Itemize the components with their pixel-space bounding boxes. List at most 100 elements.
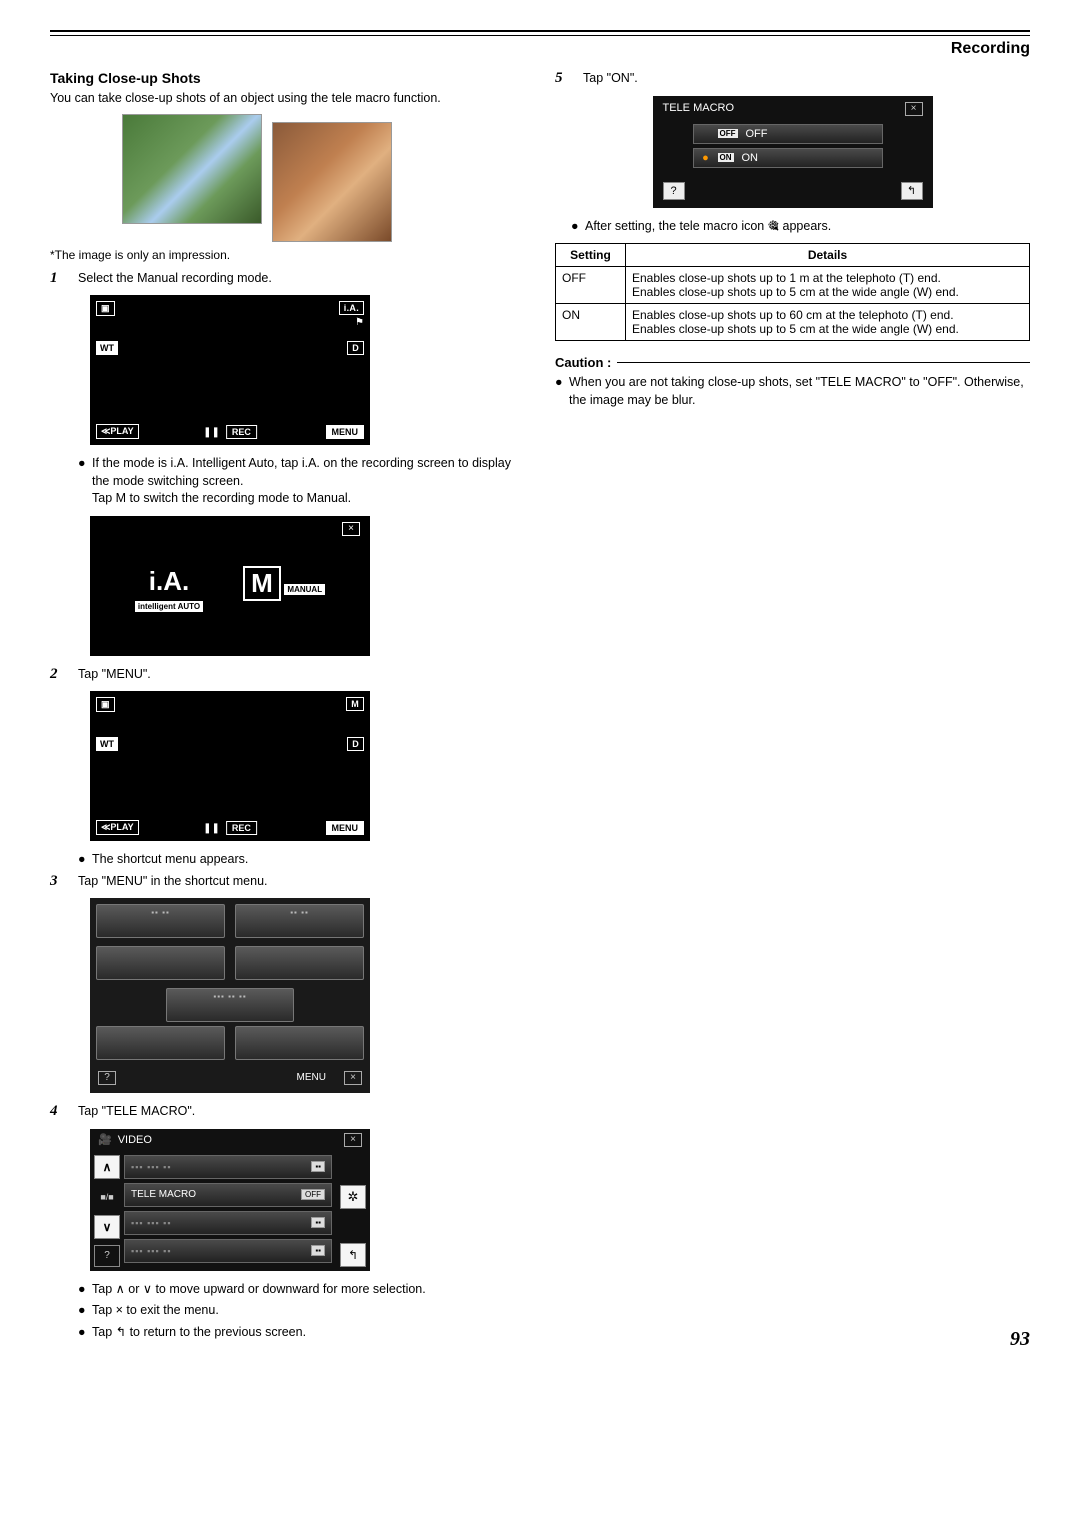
m-big-label: M (243, 566, 281, 601)
shortcut-cell[interactable] (235, 1026, 364, 1060)
rec-button[interactable]: REC (226, 425, 257, 439)
settings-table: Setting Details OFF Enables close-up sho… (555, 243, 1030, 341)
bullet-icon: ● (78, 1281, 92, 1299)
header-rule (50, 30, 1030, 36)
bullet-icon: ● (78, 1302, 92, 1320)
help-icon[interactable]: ? (98, 1071, 116, 1085)
step2-bullet: The shortcut menu appears. (92, 851, 525, 869)
off-label: OFF (746, 128, 768, 140)
bullet-icon: ● (555, 374, 569, 409)
mode-switch-panel: × i.A. intelligent AUTO M MANUAL (90, 516, 370, 656)
cell-detail: Enables close-up shots up to 5 cm at the… (632, 322, 959, 336)
table-row: OFF Enables close-up shots up to 1 m at … (556, 267, 1030, 304)
sample-photos (122, 114, 525, 242)
d-button[interactable]: D (347, 737, 364, 751)
menu-item-placeholder[interactable]: ▪▪▪ ▪▪▪ ▪▪▪▪ (124, 1155, 332, 1179)
on-label: ON (742, 152, 759, 164)
back-icon[interactable]: ↰ (901, 182, 923, 200)
close-icon[interactable]: × (905, 102, 923, 116)
m-sub-label: MANUAL (284, 584, 325, 595)
tele-macro-panel: TELE MACRO × OFF OFF ● ON ON ? ↰ (653, 96, 933, 208)
close-icon[interactable]: × (344, 1071, 362, 1085)
step-number-4: 4 (50, 1103, 66, 1121)
ia-sub-label: intelligent AUTO (135, 601, 203, 612)
on-tag: ON (718, 153, 734, 162)
step-text-2: Tap "MENU". (78, 666, 525, 684)
video-menu-title: VIDEO (118, 1134, 152, 1146)
section-title: Recording (50, 40, 1030, 58)
mode-manual-option[interactable]: M MANUAL (243, 566, 325, 612)
gear-icon[interactable]: ✲ (340, 1185, 366, 1209)
step5-bullet: After setting, the tele macro icon 🎕 app… (585, 218, 1030, 236)
photo-notebook (272, 122, 392, 242)
shortcut-cell[interactable]: ▪▪ ▪▪ (235, 904, 364, 938)
tele-macro-panel-title: TELE MACRO (663, 102, 735, 116)
off-tag: OFF (718, 129, 738, 138)
zoom-wt-button[interactable]: WT (96, 341, 118, 355)
play-button[interactable]: ≪PLAY (96, 820, 139, 835)
right-column: 5 Tap "ON". TELE MACRO × OFF OFF ● ON ON (555, 70, 1030, 1345)
menu-button[interactable]: MENU (326, 821, 365, 835)
page-number: 93 (1010, 1328, 1030, 1351)
flag-icon: ⚑ (355, 317, 364, 328)
option-off[interactable]: OFF OFF (693, 124, 883, 144)
step1-bullet1: If the mode is i.A. Intelligent Auto, ta… (92, 456, 511, 488)
step-text-3: Tap "MENU" in the shortcut menu. (78, 873, 525, 891)
table-header-setting: Setting (556, 244, 626, 267)
left-column: Taking Close-up Shots You can take close… (50, 70, 525, 1345)
photo-flower (122, 114, 262, 224)
subheading: Taking Close-up Shots (50, 70, 525, 86)
step-number-5: 5 (555, 70, 571, 88)
shortcut-cell[interactable]: ▪▪▪ ▪▪ ▪▪ (166, 988, 295, 1022)
zoom-wt-button[interactable]: WT (96, 737, 118, 751)
shortcut-cell[interactable] (96, 1026, 225, 1060)
step-text-5: Tap "ON". (583, 70, 1030, 88)
pause-icon: ❚❚ (203, 823, 220, 834)
camera-icon: 🎥 (98, 1133, 112, 1146)
ia-big-label: i.A. (135, 566, 203, 597)
option-on[interactable]: ● ON ON (693, 148, 883, 168)
cell-detail: Enables close-up shots up to 5 cm at the… (632, 285, 959, 299)
play-button[interactable]: ≪PLAY (96, 424, 139, 439)
step-number-3: 3 (50, 873, 66, 891)
bullet-icon: ● (78, 851, 92, 869)
mode-m-icon: M (346, 697, 364, 711)
step4-bullet1: Tap ∧ or ∨ to move upward or downward fo… (92, 1281, 525, 1299)
selection-dot (702, 128, 710, 140)
menu-item-placeholder[interactable]: ▪▪▪ ▪▪▪ ▪▪▪▪ (124, 1211, 332, 1235)
media-icon: ▣ (96, 697, 115, 712)
media-toggle-icon[interactable]: ■/■ (94, 1185, 120, 1209)
step-number-1: 1 (50, 270, 66, 288)
menu-button[interactable]: MENU (326, 425, 365, 439)
pause-icon: ❚❚ (203, 427, 220, 438)
caution-heading: Caution : (555, 355, 611, 370)
help-icon[interactable]: ? (94, 1245, 120, 1267)
menu-item-placeholder[interactable]: ▪▪▪ ▪▪▪ ▪▪▪▪ (124, 1239, 332, 1263)
up-arrow-button[interactable]: ∧ (94, 1155, 120, 1179)
menu-item-tele-macro[interactable]: TELE MACRO OFF (124, 1183, 332, 1207)
video-menu-panel: 🎥 VIDEO × ∧ ■/■ ∨ ? ▪▪▪ ▪▪▪ ▪▪▪▪ T (90, 1129, 370, 1271)
shortcut-cell[interactable]: ▪▪ ▪▪ (96, 904, 225, 938)
lcd-screen-2: ▣ M WT D ≪PLAY ❚❚ REC MENU (90, 691, 370, 841)
down-arrow-button[interactable]: ∨ (94, 1215, 120, 1239)
shortcut-cell[interactable] (96, 946, 225, 980)
help-icon[interactable]: ? (663, 182, 685, 200)
selection-dot: ● (702, 152, 710, 164)
rec-button[interactable]: REC (226, 821, 257, 835)
d-button[interactable]: D (347, 341, 364, 355)
step-text-4: Tap "TELE MACRO". (78, 1103, 525, 1121)
table-header-details: Details (626, 244, 1030, 267)
table-row: ON Enables close-up shots up to 60 cm at… (556, 304, 1030, 341)
mode-ia-option[interactable]: i.A. intelligent AUTO (135, 566, 203, 612)
mode-ia-icon: i.A. (339, 301, 364, 315)
shortcut-cell[interactable] (235, 946, 364, 980)
cell-setting-off: OFF (556, 267, 626, 304)
back-icon[interactable]: ↰ (340, 1243, 366, 1267)
step-number-2: 2 (50, 666, 66, 684)
tele-macro-label: TELE MACRO (131, 1189, 196, 1200)
cell-setting-on: ON (556, 304, 626, 341)
lcd-screen-1: ▣ i.A. ⚑ WT D ≪PLAY ❚❚ REC MENU (90, 295, 370, 445)
close-icon[interactable]: × (344, 1133, 362, 1147)
shortcut-menu-button[interactable]: MENU (289, 1070, 334, 1085)
close-icon[interactable]: × (342, 522, 360, 536)
